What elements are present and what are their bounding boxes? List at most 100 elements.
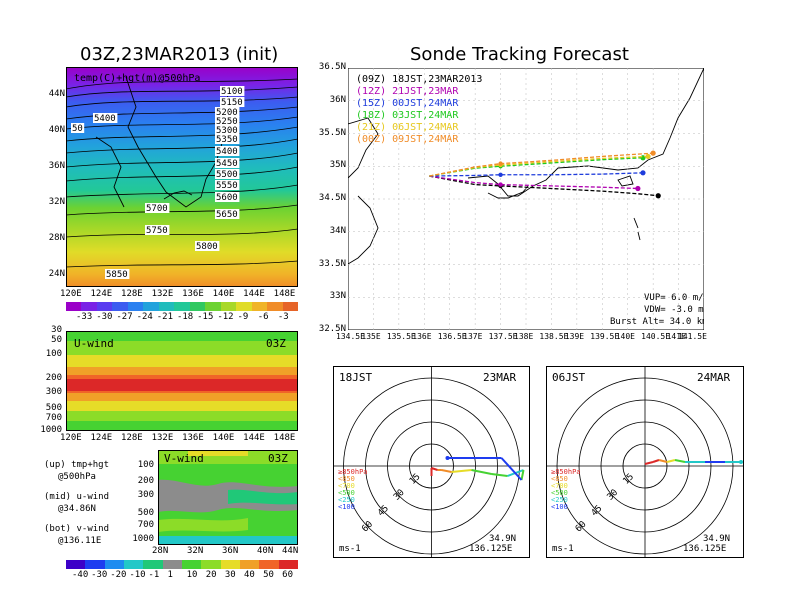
annot-vdw: VDW= -3.0 m/s (644, 305, 704, 315)
colorbar-swatch (201, 560, 221, 569)
v-x-tick: 28N (152, 546, 169, 556)
contour-label: 5600 (216, 193, 238, 203)
colorbar-swatch (162, 560, 182, 569)
hodograph-legend-entry: <700 (338, 482, 355, 490)
v-y-tick: 500 (137, 508, 154, 518)
upper-y-tick: 40N (48, 125, 65, 135)
contour-label-bg (215, 180, 240, 190)
contour-label-bg (215, 116, 240, 126)
colorbar-tick: 10 (186, 570, 198, 580)
hodograph-title-left: 06JST (552, 371, 585, 384)
colorbar-swatch (127, 302, 144, 311)
track-y-tick: 35N (329, 160, 346, 171)
track-line (429, 172, 643, 177)
u-wind-time: 03Z (266, 337, 286, 350)
track-x-tick: 136E (412, 332, 432, 341)
colorbar-tick: -3 (277, 312, 289, 322)
colorbar-tick: -15 (197, 312, 214, 322)
hodograph-segment (451, 469, 472, 473)
u-x-tick: 120E (60, 433, 82, 443)
upper-map-subtitle: temp(C)+hgt(m)@500hPa (74, 73, 200, 84)
hodograph-legend-entry: <250 (338, 496, 355, 504)
contour-label-bg (215, 192, 240, 202)
contour-label: 5400 (94, 114, 116, 124)
track-legend-entry: (15Z) 00JST,24MAR (356, 98, 459, 109)
contour-label: 5250 (216, 117, 238, 127)
u-wind-title: U-wind (74, 337, 114, 350)
contour-label: 5400 (216, 147, 238, 157)
hodograph-panel-2: 15 30 45 60 ≥850hPa <850 <700 <500 <250 <100 06JST… (546, 366, 744, 558)
track-x-ticks: 134.5E 135E 135.5E 136E 136.5E 137E 137.5E 138E… (336, 332, 707, 344)
track-x-tick: 137.5E (488, 332, 518, 341)
u-x-tick: 132E (151, 433, 174, 443)
tracking-map-panel: (09Z) 18JST,23MAR2013 (12Z) 21JST,23MAR (1… (347, 67, 714, 331)
track-line (429, 152, 654, 177)
upper-y-tick: 44N (48, 89, 65, 99)
colorbar-tick: 60 (282, 570, 294, 580)
u-wind-frame (66, 331, 298, 431)
v-y-tick: 1000 (132, 534, 154, 544)
track-line (429, 175, 638, 190)
contour-label: 5150 (221, 98, 243, 108)
hodograph-lat: 34.9N (703, 534, 730, 544)
track-y-tick: 34N (329, 225, 346, 236)
contour-label: 5300 (216, 126, 238, 136)
colorbar-tick: 40 (243, 570, 255, 580)
track-y-tick: 34.5N (318, 193, 346, 203)
upper-map-frame (66, 67, 298, 287)
upper-x-tick: 132E (151, 289, 174, 299)
contour-label: 5800 (196, 242, 218, 252)
contour-label-bg (71, 123, 85, 133)
colorbar-swatch (220, 302, 237, 311)
colorbar-swatch (143, 302, 159, 311)
v-wind-panel: V-wind 03Z (158, 450, 298, 545)
colorbar-tick: -40 (72, 570, 89, 580)
upper-y-tick: 28N (48, 233, 65, 243)
colorbar-swatch (81, 302, 97, 311)
upper-x-tick: 136E (182, 289, 204, 299)
contour-label-bg (215, 134, 240, 144)
v-wind-title: V-wind (164, 452, 204, 465)
contour-label-bg (215, 107, 240, 117)
contour-label-bg (220, 97, 245, 107)
contour-label: 5750 (146, 226, 168, 236)
colorbar-tick: -33 (76, 312, 93, 322)
colorbar-swatch (239, 560, 260, 569)
right-panel-title: Sonde Tracking Forecast (410, 44, 629, 65)
v-wind-y-ticks: 100 200 300 500 700 1000 (132, 450, 156, 545)
hodograph-segment (644, 461, 654, 465)
contour-label: 5350 (216, 135, 238, 145)
v-x-tick: 40N (257, 546, 274, 556)
v-y-tick: 700 (137, 520, 154, 530)
colorbar-tick: -30 (96, 312, 113, 322)
contour-label-bg (220, 86, 245, 96)
contour-label-bg (93, 113, 118, 123)
colorbar-tick: -20 (110, 570, 127, 580)
colorbar-swatch (96, 302, 113, 311)
hodograph-lon: 136.125E (683, 544, 726, 554)
track-legend-entry: (21Z) 06JST,24MAR (356, 122, 459, 133)
note-bot-title: (bot) v-wind (44, 524, 110, 534)
colorbar-tick: -21 (156, 312, 174, 322)
colorbar-tick: -12 (217, 312, 234, 322)
u-x-tick: 144E (243, 433, 265, 443)
contour-label: 50 (72, 124, 83, 134)
hodograph-segment (441, 469, 452, 473)
u-y-tick: 500 (45, 403, 62, 413)
hodograph-legend-entry: <250 (551, 496, 568, 504)
hodograph-legend-entry: <100 (551, 503, 568, 511)
contour-label: 5850 (106, 270, 128, 280)
contour-label-bg (195, 241, 220, 251)
wind-colorbar-ticks: -40 -30 -20 -10 -1 1 10 20 30 40 50 60 (66, 570, 298, 581)
track-x-tick: 135E (361, 332, 381, 341)
upper-map-y-ticks: 24N 28N 32N 36N 40N 44N (46, 67, 66, 287)
upper-map-panel: 5100 5150 5200 5250 5300 5350 5400 5450 5500 5550… (65, 67, 299, 287)
colorbar-swatch (123, 560, 144, 569)
contour-label-bg (145, 203, 170, 213)
u-wind-panel: U-wind 03Z (66, 331, 298, 431)
v-y-tick: 300 (137, 490, 154, 500)
hodograph-segment (652, 459, 660, 463)
colorbar-tick: -6 (257, 312, 269, 322)
track-endpoint (650, 150, 656, 156)
colorbar-tick: 50 (263, 570, 274, 580)
